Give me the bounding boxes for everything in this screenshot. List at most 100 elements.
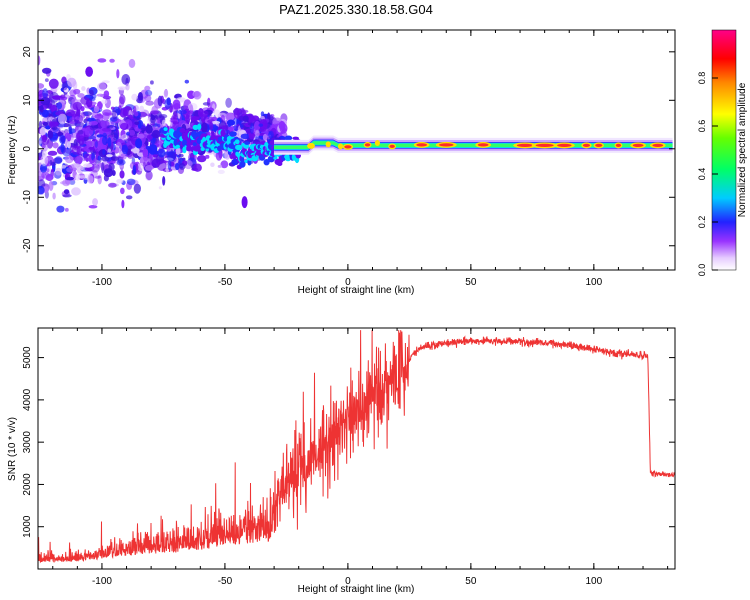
spectrogram-blob xyxy=(200,146,205,152)
spectrogram-blob xyxy=(125,131,130,136)
snr-xtick-label: 100 xyxy=(585,576,602,587)
spectrogram-blob xyxy=(137,92,143,101)
spectrogram-blob xyxy=(179,127,186,133)
spectrogram-blob xyxy=(41,136,50,146)
spectrogram-blob xyxy=(187,102,198,111)
spectrogram-blob xyxy=(108,182,117,188)
spectrogram-blob xyxy=(127,145,133,150)
spectrogram-blob xyxy=(38,83,45,89)
spectrogram-blob xyxy=(85,66,94,77)
spectrogram-blob xyxy=(75,173,81,181)
spectrogram-hotspot xyxy=(516,143,534,147)
spectrogram-blob xyxy=(69,89,77,97)
spectrogram-blob xyxy=(106,125,114,129)
spectrogram-blob xyxy=(234,139,240,145)
spectrogram-blob xyxy=(267,114,274,125)
spectrogram-blob xyxy=(110,106,115,110)
spectrogram-blob xyxy=(52,142,59,149)
spectrogram-blob xyxy=(225,97,232,108)
spectrogram-blob xyxy=(48,180,54,191)
spectrogram-xtick-label: 0 xyxy=(345,277,351,288)
spectrogram-hotspot xyxy=(416,143,428,147)
spectrogram-blob xyxy=(92,198,98,206)
spectrogram-blob xyxy=(101,99,108,105)
snr-ytick-label: 2000 xyxy=(22,473,33,496)
spectrogram-blob xyxy=(121,144,129,155)
spectrogram-blob xyxy=(51,125,58,131)
spectrogram-blob xyxy=(158,186,162,190)
spectrogram-blob xyxy=(120,134,129,140)
colorbar-tick-label: 0.0 xyxy=(697,264,707,277)
spectrogram-blob xyxy=(120,187,125,195)
spectrogram-xlabel: Height of straight line (km) xyxy=(298,285,415,296)
spectrogram-blob xyxy=(268,130,274,139)
colorbar-label: Normalized spectral amplitude xyxy=(737,82,748,217)
spectrogram-blob xyxy=(240,133,250,140)
spectrogram-marks xyxy=(38,55,673,213)
spectrogram-blob xyxy=(217,164,222,168)
spectrogram-blob xyxy=(80,96,89,105)
spectrogram-blob xyxy=(157,148,166,158)
spectrogram-blob xyxy=(292,136,300,140)
spectrogram-blob xyxy=(64,207,69,212)
spectrogram-blob xyxy=(117,86,127,91)
spectrogram-blob xyxy=(47,130,54,139)
spectrogram-blob xyxy=(233,107,240,119)
spectrogram-hotspot xyxy=(439,143,454,147)
spectrogram-hotspot xyxy=(364,143,371,147)
spectrogram-blob xyxy=(39,104,44,113)
spectrogram-blob xyxy=(205,154,210,159)
spectrogram-blob xyxy=(125,83,130,91)
spectrogram-blob xyxy=(72,101,83,111)
spectrogram-blob xyxy=(46,168,50,173)
colorbar-tick-label: 0.8 xyxy=(697,72,707,85)
spectrogram-blob xyxy=(255,129,260,138)
spectrogram-blob xyxy=(142,154,149,162)
spectrogram-blob xyxy=(49,159,53,165)
spectrogram-blob xyxy=(102,148,106,156)
spectrogram-hotspot xyxy=(307,142,315,149)
spectrogram-hotspot xyxy=(615,143,622,147)
spectrogram-ytick-label: 0 xyxy=(22,146,33,152)
spectrogram-blob xyxy=(97,113,104,125)
spectrogram-blob xyxy=(144,85,151,91)
spectrogram-blob xyxy=(116,178,124,184)
spectrogram-blob xyxy=(65,109,76,117)
spectrogram-blob xyxy=(133,183,141,194)
spectrogram-blob xyxy=(83,163,93,168)
spectrogram-hotspot xyxy=(325,141,331,148)
spectrogram-blob xyxy=(97,58,107,63)
spectrogram-blob xyxy=(157,123,161,128)
spectrogram-blob xyxy=(166,97,171,106)
spectrogram-blob xyxy=(172,121,179,125)
spectrogram-blob xyxy=(202,102,211,106)
spectrogram-hotspot xyxy=(389,144,395,148)
spectrogram-blob xyxy=(200,110,209,118)
spectrogram-blob xyxy=(240,124,244,129)
snr-ytick-label: 4000 xyxy=(22,388,33,411)
spectrogram-hotspot xyxy=(557,143,572,147)
spectrogram-blob xyxy=(89,96,96,102)
spectrogram-blob xyxy=(107,137,112,148)
colorbar-tick-label: 0.4 xyxy=(697,168,707,181)
snr-series-line xyxy=(38,330,675,564)
spectrogram-blob xyxy=(151,129,161,139)
spectrogram-blob xyxy=(112,131,119,141)
snr-panel: -100 -50 0 50 100 1000 2000 3000 4000 5000 Height… xyxy=(7,327,676,595)
spectrogram-blob xyxy=(83,136,89,141)
spectrogram-blob xyxy=(201,122,208,133)
spectrogram-blob xyxy=(41,109,49,118)
spectrogram-blob xyxy=(172,99,181,110)
snr-xtick-label: 50 xyxy=(465,576,477,587)
spectrogram-blob xyxy=(213,109,221,118)
spectrogram-blob xyxy=(111,110,117,120)
spectrogram-blob xyxy=(75,155,83,165)
spectrogram-blob xyxy=(78,138,85,146)
spectrogram-blob xyxy=(132,164,137,176)
spectrogram-blob xyxy=(91,121,99,125)
spectrogram-blob xyxy=(182,146,187,154)
spectrogram-blob xyxy=(110,151,116,161)
spectrogram-blob xyxy=(145,165,154,171)
spectrogram-blob xyxy=(42,121,49,126)
spectrogram-blob xyxy=(244,141,250,145)
